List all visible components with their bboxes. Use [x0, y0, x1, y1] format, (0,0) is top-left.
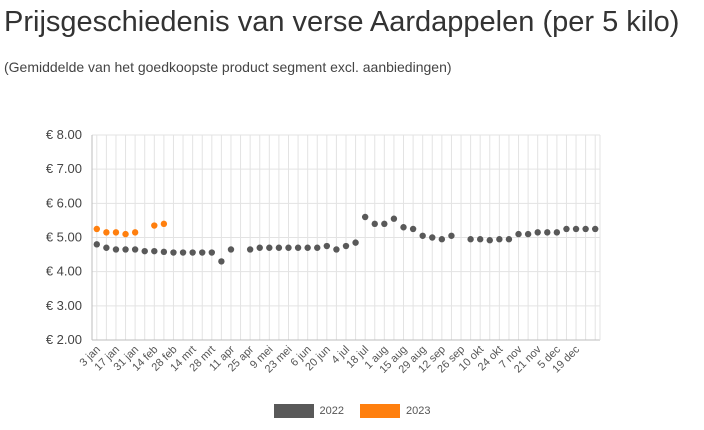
data-point-2022	[429, 234, 436, 241]
data-point-2022	[112, 246, 120, 253]
data-point-2022	[409, 225, 417, 233]
y-tick-label: € 3.00	[46, 298, 82, 313]
legend-label-2023: 2023	[406, 405, 431, 417]
data-point-2022	[515, 230, 522, 238]
data-point-2022	[486, 237, 493, 244]
data-point-2022	[371, 220, 378, 228]
legend-swatch-2023	[360, 404, 400, 418]
data-point-2022	[227, 246, 235, 253]
data-point-2022	[304, 244, 311, 251]
data-point-2022	[333, 246, 340, 253]
legend: 2022 2023	[0, 404, 704, 418]
data-point-2022	[122, 246, 129, 253]
data-point-2022	[496, 236, 503, 243]
legend-item-2022[interactable]: 2022	[273, 404, 344, 418]
legend-item-2023[interactable]: 2023	[360, 404, 430, 418]
y-tick-label: € 8.00	[46, 127, 82, 142]
data-point-2023	[112, 229, 120, 236]
data-point-2022	[294, 244, 302, 251]
axes	[91, 135, 601, 341]
chart-title: Prijsgeschiedenis van verse Aardappelen …	[4, 6, 680, 38]
data-point-2022	[199, 249, 206, 256]
data-point-2022	[553, 229, 561, 236]
data-point-2023	[131, 229, 139, 236]
data-point-2022	[476, 236, 484, 243]
y-tick-label: € 5.00	[46, 230, 82, 245]
data-point-2022	[572, 225, 580, 233]
data-point-2022	[400, 224, 407, 231]
data-point-2022	[218, 258, 225, 265]
legend-label-2022: 2022	[319, 405, 344, 417]
data-point-2022	[582, 225, 589, 233]
data-point-2022	[419, 232, 426, 239]
data-point-2022	[342, 242, 350, 250]
data-point-2022	[151, 247, 158, 255]
legend-swatch-2022	[273, 404, 314, 418]
data-point-2022	[323, 242, 331, 250]
y-tick-labels: € 8.00 € 7.00 € 6.00 € 5.00 € 4.00 € 3.00 € 2.…	[46, 127, 82, 347]
data-point-2023	[160, 220, 168, 228]
price-scatter-chart: € 8.00 € 7.00 € 6.00 € 5.00 € 4.00 € 3.00 € 2.…	[46, 127, 601, 376]
y-tick-label: € 2.00	[46, 332, 82, 347]
data-point-2022	[352, 239, 359, 246]
data-point-2022	[361, 213, 369, 221]
grid-lines	[92, 134, 600, 341]
data-points	[93, 213, 599, 265]
y-tick-label: € 7.00	[46, 161, 82, 176]
data-point-2022	[266, 244, 273, 251]
data-point-2022	[160, 248, 168, 256]
data-point-2022	[544, 229, 551, 236]
data-point-2022	[563, 225, 570, 233]
data-point-2022	[170, 249, 177, 256]
data-point-2022	[93, 241, 100, 248]
chart-subtitle: (Gemiddelde van het goedkoopste product …	[4, 59, 452, 75]
data-point-2022	[103, 244, 110, 251]
y-tick-label: € 4.00	[46, 264, 82, 279]
data-point-2022	[285, 244, 292, 251]
data-point-2022	[141, 247, 148, 255]
data-point-2022	[179, 249, 187, 256]
data-point-2022	[208, 249, 216, 256]
data-point-2022	[246, 246, 254, 253]
data-point-2022	[390, 215, 398, 222]
data-point-2023	[151, 222, 158, 229]
data-point-2022	[467, 236, 474, 243]
data-point-2022	[505, 236, 513, 243]
data-point-2022	[275, 244, 283, 251]
data-point-2022	[256, 244, 263, 251]
data-point-2023	[122, 230, 129, 238]
data-point-2022	[448, 232, 455, 239]
data-point-2022	[189, 249, 196, 256]
data-point-2022	[592, 225, 599, 233]
data-point-2023	[93, 225, 100, 233]
data-point-2022	[314, 244, 321, 251]
y-tick-label: € 6.00	[46, 195, 82, 210]
data-point-2022	[131, 246, 139, 253]
data-point-2023	[103, 229, 110, 236]
data-point-2022	[381, 220, 388, 228]
data-point-2022	[438, 236, 446, 243]
data-point-2022	[524, 230, 532, 238]
data-point-2022	[534, 229, 541, 236]
